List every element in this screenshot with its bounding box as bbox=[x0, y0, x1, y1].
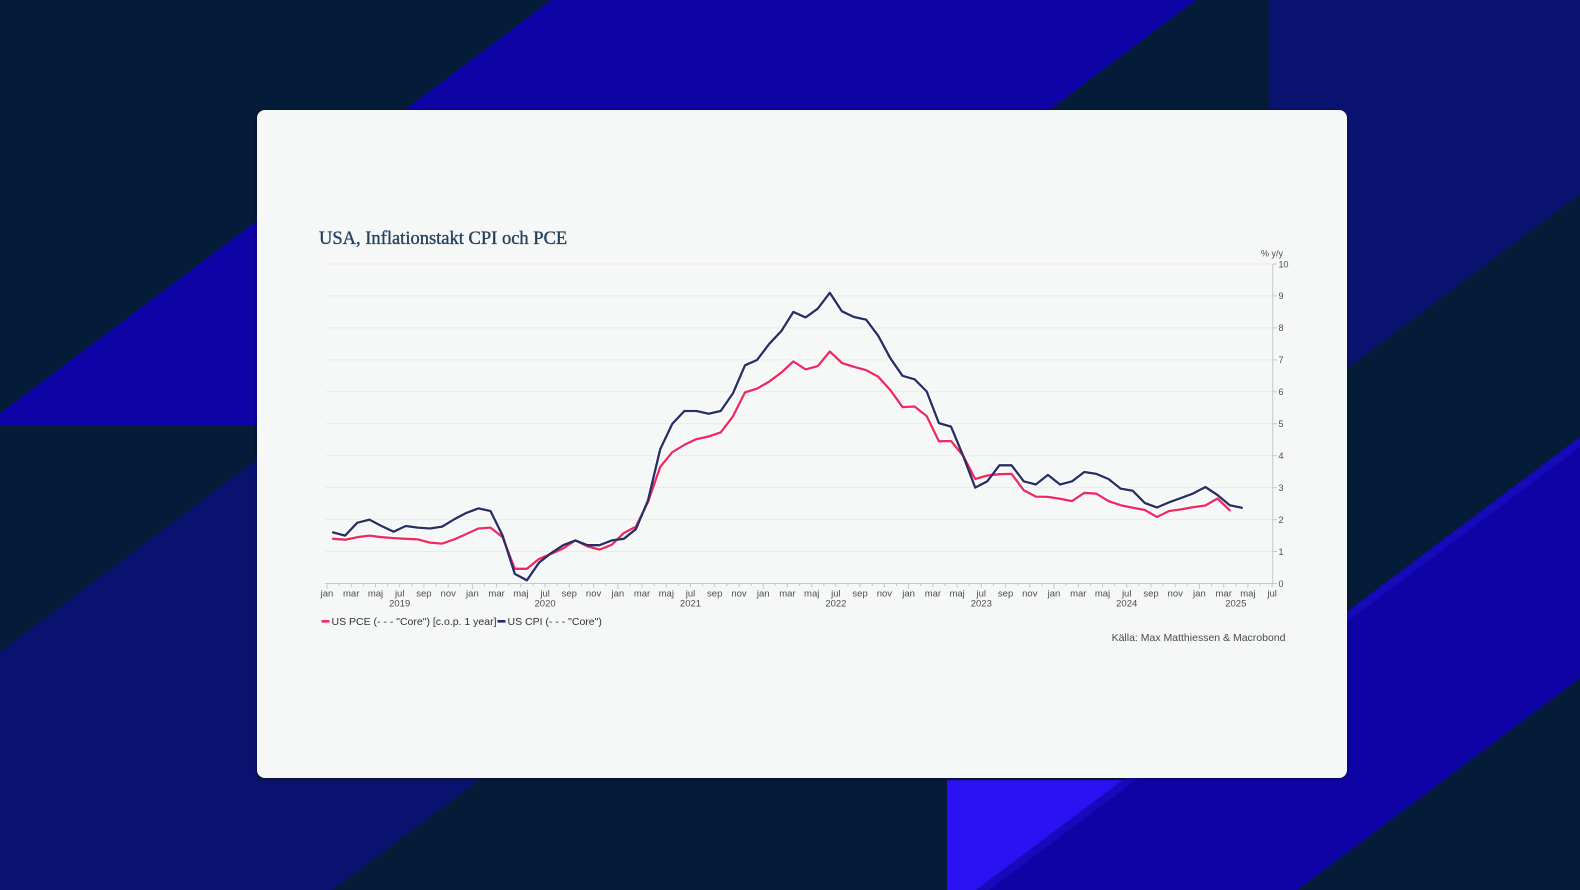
svg-text:maj: maj bbox=[1095, 589, 1110, 600]
svg-text:nov: nov bbox=[1022, 589, 1038, 600]
svg-text:2021: 2021 bbox=[680, 599, 701, 610]
svg-text:maj: maj bbox=[368, 589, 383, 600]
svg-text:jul: jul bbox=[1266, 589, 1277, 600]
svg-text:2020: 2020 bbox=[535, 599, 556, 610]
svg-text:sep: sep bbox=[707, 589, 722, 600]
svg-text:maj: maj bbox=[513, 589, 528, 600]
svg-text:nov: nov bbox=[586, 589, 602, 600]
svg-text:2019: 2019 bbox=[389, 599, 410, 610]
svg-text:jan: jan bbox=[320, 589, 334, 600]
svg-text:jan: jan bbox=[901, 589, 915, 600]
svg-text:4: 4 bbox=[1279, 451, 1284, 461]
svg-text:jan: jan bbox=[1047, 589, 1061, 600]
svg-text:sep: sep bbox=[416, 589, 431, 600]
svg-text:maj: maj bbox=[804, 589, 819, 600]
svg-text:jan: jan bbox=[756, 589, 770, 600]
svg-text:2023: 2023 bbox=[971, 599, 992, 610]
svg-text:mar: mar bbox=[1070, 589, 1086, 600]
svg-text:sep: sep bbox=[1143, 589, 1158, 600]
svg-text:mar: mar bbox=[779, 589, 795, 600]
svg-text:8: 8 bbox=[1279, 323, 1284, 333]
svg-text:0: 0 bbox=[1279, 579, 1284, 589]
svg-text:USA, Inflationstakt CPI och PC: USA, Inflationstakt CPI och PCE bbox=[319, 229, 567, 249]
svg-text:jul: jul bbox=[539, 589, 550, 600]
svg-text:mar: mar bbox=[1216, 589, 1232, 600]
svg-text:6: 6 bbox=[1279, 387, 1284, 397]
svg-text:jan: jan bbox=[465, 589, 479, 600]
svg-text:Källa: Max Matthiessen & Macro: Källa: Max Matthiessen & Macrobond bbox=[1112, 632, 1286, 644]
svg-text:2: 2 bbox=[1279, 515, 1284, 525]
svg-text:1: 1 bbox=[1279, 547, 1284, 557]
svg-text:sep: sep bbox=[562, 589, 577, 600]
svg-text:jul: jul bbox=[1121, 589, 1132, 600]
svg-text:2024: 2024 bbox=[1116, 599, 1137, 610]
svg-text:US CPI (- - - "Core"): US CPI (- - - "Core") bbox=[508, 616, 602, 628]
svg-text:sep: sep bbox=[852, 589, 867, 600]
svg-text:9: 9 bbox=[1279, 291, 1284, 301]
svg-text:US PCE (- - - "Core") [c.o.p.: US PCE (- - - "Core") [c.o.p. 1 year] bbox=[332, 616, 497, 628]
svg-text:jul: jul bbox=[394, 589, 405, 600]
svg-text:7: 7 bbox=[1279, 355, 1284, 365]
svg-text:jul: jul bbox=[830, 589, 841, 600]
svg-text:nov: nov bbox=[731, 589, 747, 600]
svg-text:maj: maj bbox=[949, 589, 964, 600]
svg-text:jul: jul bbox=[685, 589, 696, 600]
svg-text:sep: sep bbox=[998, 589, 1013, 600]
svg-text:jul: jul bbox=[976, 589, 987, 600]
svg-text:mar: mar bbox=[343, 589, 359, 600]
svg-text:nov: nov bbox=[441, 589, 457, 600]
svg-text:2025: 2025 bbox=[1225, 599, 1246, 610]
svg-text:mar: mar bbox=[488, 589, 504, 600]
svg-text:nov: nov bbox=[877, 589, 893, 600]
svg-text:jan: jan bbox=[610, 589, 624, 600]
svg-text:5: 5 bbox=[1279, 419, 1284, 429]
svg-text:maj: maj bbox=[1240, 589, 1255, 600]
svg-text:10: 10 bbox=[1279, 259, 1289, 269]
svg-text:maj: maj bbox=[659, 589, 674, 600]
svg-text:jan: jan bbox=[1192, 589, 1206, 600]
svg-text:% y/y: % y/y bbox=[1261, 249, 1284, 259]
svg-text:mar: mar bbox=[634, 589, 650, 600]
svg-text:3: 3 bbox=[1279, 483, 1284, 493]
svg-text:nov: nov bbox=[1168, 589, 1184, 600]
svg-text:2022: 2022 bbox=[825, 599, 846, 610]
svg-text:mar: mar bbox=[925, 589, 941, 600]
